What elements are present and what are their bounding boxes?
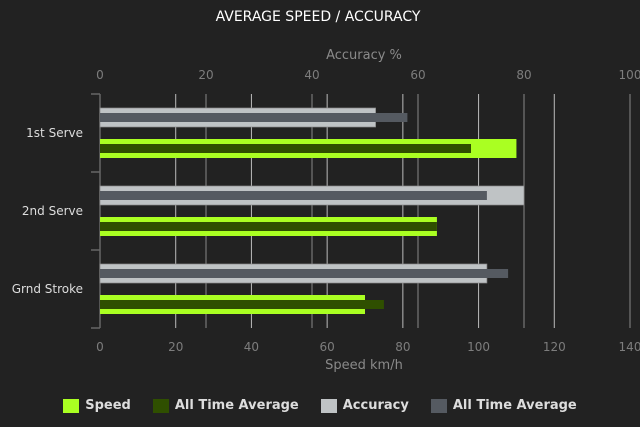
top-tick-label: 40 (304, 68, 319, 82)
bar-speed-average[interactable] (100, 144, 471, 153)
bar-speed-average[interactable] (100, 222, 437, 231)
chart-title: AVERAGE SPEED / ACCURACY (216, 9, 421, 25)
top-tick-label: 80 (516, 68, 531, 82)
bottom-tick-label: 40 (244, 340, 259, 354)
category-label: Grnd Stroke (12, 282, 83, 296)
legend-swatch (320, 398, 337, 413)
legend-swatch (63, 398, 80, 413)
bottom-tick-label: 60 (320, 340, 335, 354)
bottom-axis-label: Speed km/h (325, 358, 403, 373)
legend: Speed All Time Average Accuracy All Time… (0, 398, 640, 413)
category-label: 2nd Serve (22, 204, 83, 218)
category-label: 1st Serve (26, 126, 83, 140)
legend-item-accuracy-average[interactable]: All Time Average (430, 398, 577, 413)
top-axis-label: Accuracy % (326, 48, 402, 63)
top-tick-label: 60 (410, 68, 425, 82)
bar-accuracy-average[interactable] (100, 113, 408, 122)
bottom-tick-label: 0 (96, 340, 104, 354)
legend-label: Accuracy (342, 398, 409, 413)
top-tick-label: 20 (198, 68, 213, 82)
legend-label: All Time Average (452, 398, 577, 413)
top-tick-label: 0 (96, 68, 104, 82)
bottom-tick-label: 120 (543, 340, 566, 354)
bar-accuracy-average[interactable] (100, 269, 509, 278)
legend-swatch (430, 398, 447, 413)
top-tick-label: 100 (619, 68, 640, 82)
bottom-tick-label: 80 (395, 340, 410, 354)
bar-accuracy-average[interactable] (100, 191, 487, 200)
legend-label: Speed (85, 398, 131, 413)
legend-label: All Time Average (174, 398, 299, 413)
bottom-tick-label: 100 (467, 340, 490, 354)
legend-swatch (152, 398, 169, 413)
legend-item-speed[interactable]: Speed (63, 398, 131, 413)
bar-speed-average[interactable] (100, 300, 384, 309)
legend-item-speed-average[interactable]: All Time Average (152, 398, 299, 413)
bottom-tick-label: 140 (619, 340, 640, 354)
chart: AVERAGE SPEED / ACCURACY Accuracy % Spee… (12, 9, 640, 373)
bottom-tick-label: 20 (168, 340, 183, 354)
legend-item-accuracy[interactable]: Accuracy (320, 398, 409, 413)
